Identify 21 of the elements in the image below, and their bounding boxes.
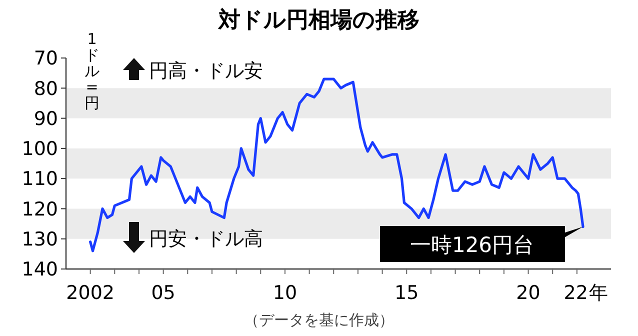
y-tick-label: 120 (22, 198, 58, 220)
x-tick-label: 15 (394, 282, 419, 304)
x-tick-label: 05 (151, 282, 176, 304)
y-tick-label: 100 (22, 138, 58, 160)
y-tick-label: 140 (22, 258, 58, 281)
y-tick-label: 90 (34, 108, 58, 130)
y-tick-label: 130 (22, 228, 58, 251)
x-tick-label: 20 (516, 282, 540, 304)
y-tick-label: 80 (34, 78, 58, 100)
x-tick-label: 10 (272, 282, 298, 304)
y-tick-label: 70 (34, 48, 58, 70)
x-axis-title: 年 (589, 282, 608, 304)
annotation: 一時126円台 (410, 233, 534, 257)
text: （データを基に作成） (244, 311, 394, 329)
annotation: 円高・ドル安 (149, 60, 263, 82)
annotation: 円安・ドル高 (149, 228, 263, 250)
x-tick-label: 2002 (66, 282, 115, 304)
y-axis-title: 1ドル=円 (84, 30, 100, 112)
y-tick-label: 110 (22, 168, 58, 190)
chart-title: 対ドル円相場の推移 (218, 7, 420, 33)
x-tick-label: 22 (564, 282, 588, 304)
